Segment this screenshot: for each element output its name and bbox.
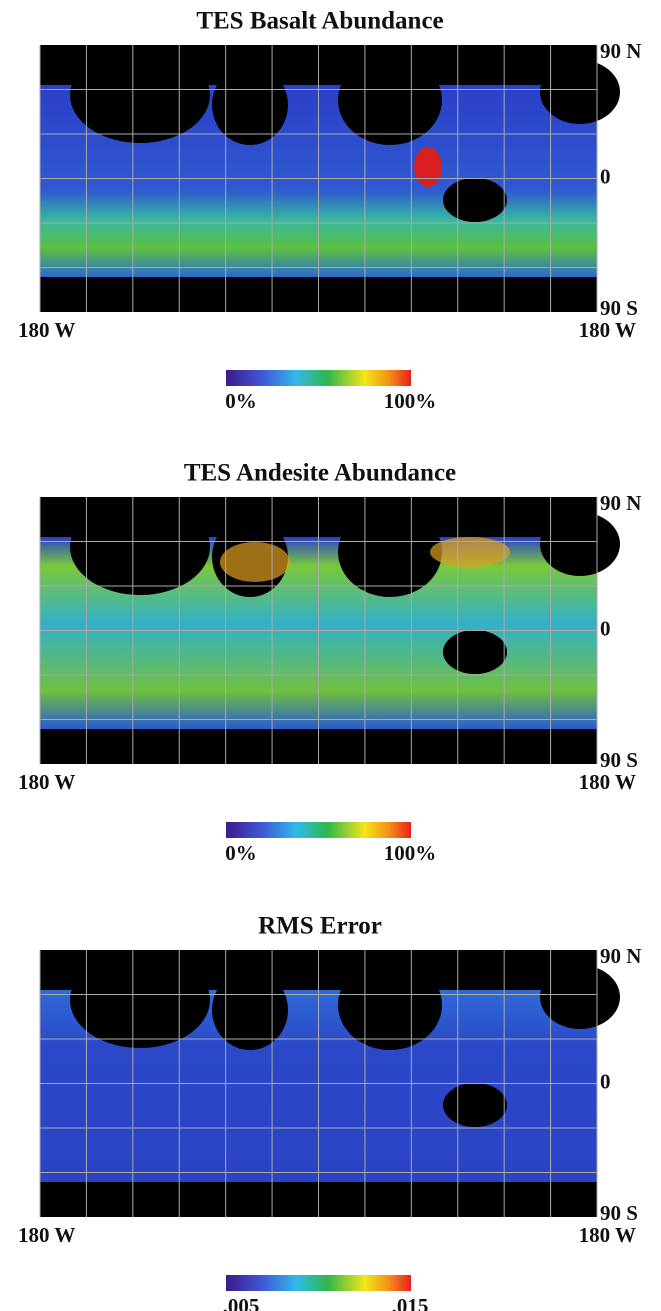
colorbar-label: 0% [225,389,257,413]
colorbar [226,822,411,838]
colorbar-label: 0% [225,841,257,865]
dark-region [338,55,442,145]
dark-region [70,499,210,595]
longitude-label: 180 W [579,1223,636,1247]
dark-region [540,512,620,576]
dark-region [540,60,620,124]
dark-region [338,960,442,1050]
latitude-label: 90 S [600,748,638,772]
colorbar-label: 100% [384,389,437,413]
latitude-label: 90 N [600,491,641,515]
hotspot [414,147,442,187]
dark-region [338,507,442,597]
longitude-label: 180 W [18,770,75,794]
latitude-label: 90 N [600,944,641,968]
panel-title: RMS Error [258,913,382,940]
longitude-label: 180 W [579,770,636,794]
dark-region [70,47,210,143]
colorbar [226,1275,411,1291]
dark-region [443,1083,507,1127]
latitude-label: 0 [600,164,611,188]
latitude-label: 90 S [600,1201,638,1225]
latitude-label: 0 [600,616,611,640]
colorbar-label: 100% [384,841,437,865]
colorbar-label: .015 [392,1294,429,1311]
dark-region [212,970,288,1050]
colorbar [226,370,411,386]
dark-region [212,65,288,145]
longitude-label: 180 W [579,318,636,342]
latitude-label: 0 [600,1069,611,1093]
panel-title: TES Andesite Abundance [184,460,456,487]
dark-region [70,952,210,1048]
hotspot [220,542,290,582]
panel-title: TES Basalt Abundance [196,8,443,35]
dark-region [443,630,507,674]
latitude-label: 90 N [600,39,641,63]
dark-region [540,965,620,1029]
hotspot [430,537,510,567]
dark-region [443,178,507,222]
longitude-label: 180 W [18,1223,75,1247]
latitude-label: 90 S [600,296,638,320]
colorbar-label: .005 [223,1294,260,1311]
longitude-label: 180 W [18,318,75,342]
